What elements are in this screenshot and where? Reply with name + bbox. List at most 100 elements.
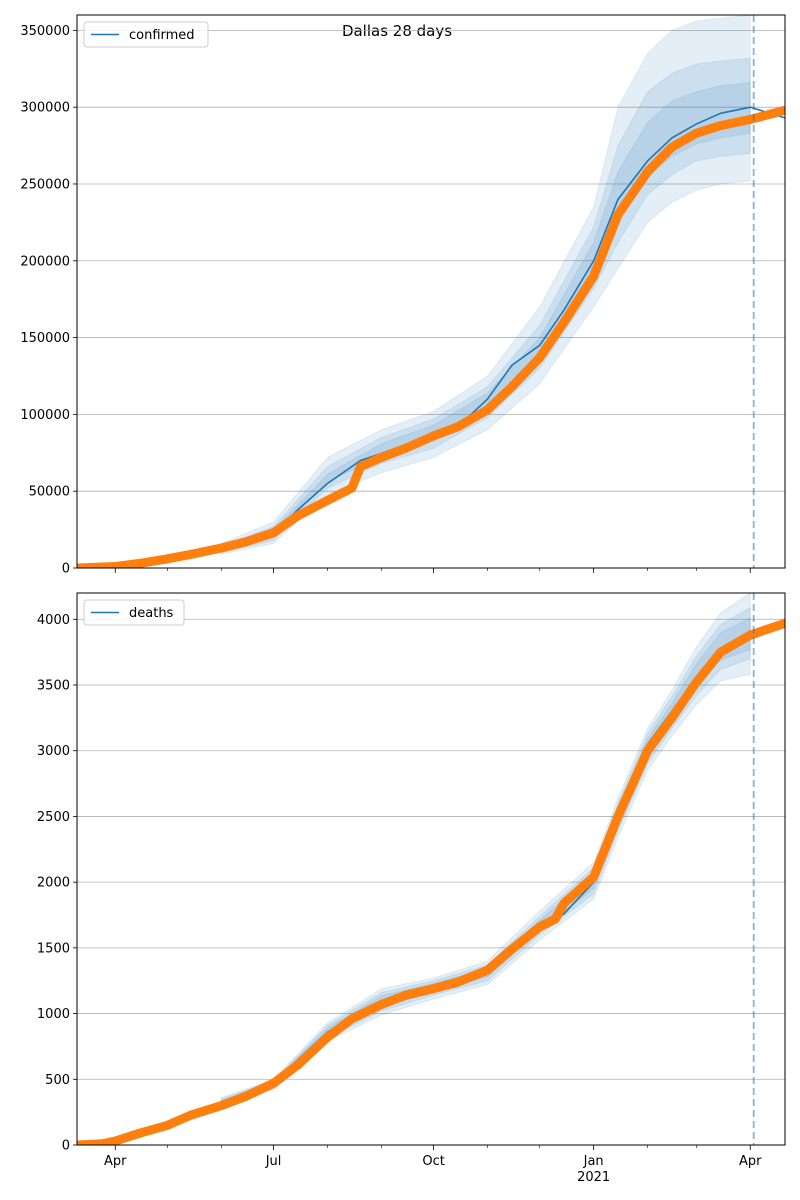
deaths-panel: 0 500 1000 1500 2000 2500 3000 3500 4000 Apr Jul Oc… bbox=[37, 592, 786, 1185]
y-tick-label: 500 bbox=[45, 1073, 70, 1088]
observed-point bbox=[162, 1120, 172, 1130]
observed-point bbox=[401, 443, 411, 453]
observed-point bbox=[535, 353, 545, 363]
chart-title: Dallas 28 days bbox=[342, 22, 452, 40]
observed-point bbox=[401, 990, 411, 1000]
y-tick-label: 150000 bbox=[20, 331, 70, 346]
y-tick-label: 350000 bbox=[20, 24, 70, 39]
observed-point bbox=[77, 563, 82, 568]
plot-area bbox=[77, 15, 785, 568]
legend-label: confirmed bbox=[129, 28, 195, 43]
legend: confirmed bbox=[83, 21, 209, 48]
observed-point bbox=[613, 811, 623, 821]
observed-point bbox=[507, 382, 517, 392]
observed-point bbox=[241, 537, 251, 547]
y-tick-label: 4000 bbox=[37, 613, 70, 628]
observed-point bbox=[667, 713, 677, 723]
observed-point bbox=[643, 746, 653, 756]
observed-point bbox=[110, 561, 120, 568]
observed-point bbox=[745, 114, 755, 124]
y-tick-label: 0 bbox=[62, 1139, 70, 1154]
y-tick-label: 300000 bbox=[20, 101, 70, 116]
y-tick-label: 200000 bbox=[20, 254, 70, 269]
observed-point bbox=[187, 549, 197, 559]
observed-point bbox=[535, 922, 545, 932]
observed-point bbox=[135, 558, 145, 568]
observed-point bbox=[322, 1032, 332, 1042]
observed-point bbox=[356, 462, 366, 472]
observed-point bbox=[135, 1128, 145, 1138]
observed-point bbox=[322, 495, 332, 505]
x-tick-label: Apr bbox=[739, 1154, 762, 1169]
uncertainty-band bbox=[220, 617, 751, 1104]
observed-point bbox=[550, 914, 560, 924]
observed-point bbox=[745, 630, 755, 640]
y-tick-label: 100000 bbox=[20, 408, 70, 423]
observed-trace bbox=[77, 105, 785, 568]
legend-box bbox=[83, 21, 209, 48]
observed-trace bbox=[77, 618, 785, 1145]
observed-point bbox=[429, 431, 439, 441]
observed-point bbox=[589, 872, 599, 882]
y-tick-label: 2000 bbox=[37, 876, 70, 891]
observed-point bbox=[483, 405, 493, 415]
axes-frame bbox=[76, 14, 786, 569]
y-tick-label: 1500 bbox=[37, 941, 70, 956]
observed-point bbox=[241, 1091, 251, 1101]
uncertainty-band bbox=[220, 57, 751, 554]
observed-point bbox=[187, 1110, 197, 1120]
observed-point bbox=[691, 128, 701, 138]
uncertainty-band bbox=[220, 593, 751, 1107]
observed-point bbox=[347, 483, 357, 493]
observed-point bbox=[559, 898, 569, 908]
observed-point bbox=[716, 121, 726, 131]
observed-point bbox=[559, 317, 569, 327]
observed-point bbox=[483, 965, 493, 975]
observed-point bbox=[293, 511, 303, 521]
observed-point bbox=[643, 167, 653, 177]
observed-point bbox=[293, 1060, 303, 1070]
observed-point bbox=[216, 543, 226, 553]
observed-point bbox=[780, 105, 785, 115]
observed-point bbox=[691, 677, 701, 687]
observed-point bbox=[780, 618, 785, 628]
observed-point bbox=[269, 528, 279, 538]
x-tick-sublabel: 2021 bbox=[577, 1170, 610, 1185]
observed-point bbox=[110, 1136, 120, 1145]
observed-point bbox=[376, 999, 386, 1009]
confirmed-panel: 0 50000 100000 150000 200000 250000 300000 3500… bbox=[20, 14, 786, 577]
observed-point bbox=[589, 271, 599, 281]
observed-point bbox=[453, 422, 463, 432]
y-tick-label: 2500 bbox=[37, 810, 70, 825]
legend: deaths bbox=[83, 599, 185, 626]
observed-point bbox=[347, 1014, 357, 1024]
axes-frame bbox=[76, 592, 786, 1146]
observed-point bbox=[716, 647, 726, 657]
observed-point bbox=[77, 1140, 82, 1145]
legend-box bbox=[83, 599, 185, 626]
x-tick-label: Oct bbox=[422, 1154, 444, 1169]
x-tick-label: Jul bbox=[265, 1154, 282, 1169]
y-tick-label: 3000 bbox=[37, 744, 70, 759]
y-tick-label: 50000 bbox=[29, 485, 70, 500]
observed-point bbox=[162, 554, 172, 564]
observed-point bbox=[613, 210, 623, 220]
y-tick-label: 250000 bbox=[20, 177, 70, 192]
observed-point bbox=[376, 452, 386, 462]
uncertainty-band bbox=[220, 15, 751, 555]
x-tick-label: Apr bbox=[104, 1154, 127, 1169]
legend-label: deaths bbox=[129, 606, 174, 621]
observed-point bbox=[429, 984, 439, 994]
observed-point bbox=[453, 977, 463, 987]
observed-point bbox=[667, 142, 677, 152]
observed-point bbox=[98, 1139, 108, 1145]
plot-area bbox=[77, 593, 785, 1145]
y-tick-label: 3500 bbox=[37, 679, 70, 694]
y-tick-label: 0 bbox=[62, 562, 70, 577]
observed-point bbox=[507, 944, 517, 954]
observed-point bbox=[216, 1101, 226, 1111]
x-tick-label: Jan bbox=[583, 1154, 604, 1169]
observed-point bbox=[269, 1078, 279, 1088]
y-tick-label: 1000 bbox=[37, 1007, 70, 1022]
